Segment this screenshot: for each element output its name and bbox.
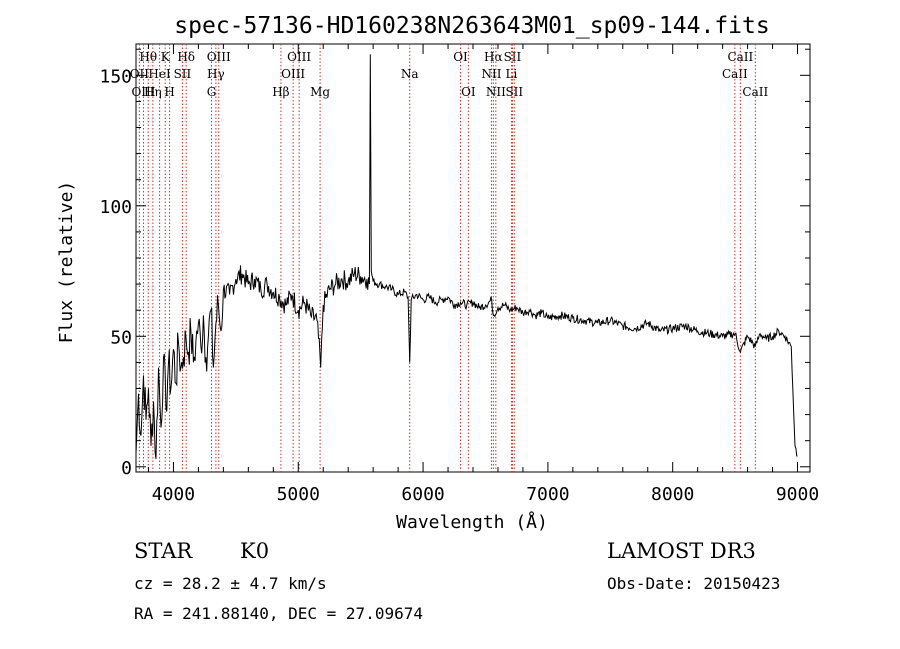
line-marker-label-12: Hβ	[272, 85, 289, 99]
line-marker-label-15: Mg	[310, 85, 330, 99]
obs-date: Obs-Date: 20150423	[607, 574, 781, 593]
line-marker-label-21: NII	[486, 85, 506, 99]
y-tick-label-2: 100	[99, 197, 132, 218]
x-tick-label-0: 4000	[152, 484, 195, 505]
coordinates-text: RA = 241.88140, DEC = 27.09674	[134, 604, 423, 623]
x-axis-label: Wavelength (Å)	[396, 511, 548, 533]
line-marker-label-13: OIII	[281, 67, 305, 81]
x-tick-label-4: 8000	[651, 484, 694, 505]
line-marker-label-3: Hη	[144, 85, 162, 99]
line-marker-label-20: Hα	[484, 50, 503, 64]
line-marker-label-10: G	[207, 85, 217, 99]
line-marker-label-22: Li	[506, 67, 518, 81]
y-tick-label-3: 150	[99, 66, 132, 87]
line-marker-label-8: Hδ	[177, 50, 195, 64]
x-tick-label-2: 6000	[401, 484, 444, 505]
line-marker-label-18: OI	[461, 85, 476, 99]
redshift-text: cz = 28.2 ± 4.7 km/s	[134, 574, 327, 593]
line-marker-label-7: SII	[174, 67, 192, 81]
line-marker-label-0: Hθ	[139, 50, 157, 64]
line-marker-label-23: SII	[504, 50, 522, 64]
line-marker-label-27: CaII	[742, 85, 768, 99]
line-marker-label-4: HeI	[148, 67, 171, 81]
survey-name: LAMOST DR3	[607, 539, 756, 563]
line-marker-label-1: OII	[130, 67, 150, 81]
line-marker-label-14: OIII	[287, 50, 311, 64]
line-marker-label-11: OIII	[207, 50, 231, 64]
y-tick-label-0: 0	[121, 458, 132, 479]
plot-frame	[135, 43, 811, 473]
y-tick-label-1: 50	[110, 327, 132, 348]
x-tick-label-1: 5000	[277, 484, 320, 505]
spectral-subclass: K0	[240, 539, 270, 563]
x-tick-label-3: 7000	[526, 484, 569, 505]
axis-ticks: 4000 5000 6000 7000 8000 9000 0 50 100 150	[99, 44, 819, 505]
line-marker-label-17: OI	[453, 50, 468, 64]
line-marker-label-26: CaII	[727, 50, 753, 64]
line-marker-label-25: CaII	[722, 67, 748, 81]
line-marker-label-19: NII	[481, 67, 501, 81]
line-marker-label-6: H	[164, 85, 174, 99]
line-marker-label-5: K	[161, 50, 171, 64]
line-marker-label-2: OIII	[131, 85, 155, 99]
flux-series-line	[135, 54, 798, 460]
x-tick-label-5: 9000	[776, 484, 819, 505]
chart-title: spec-57136-HD160238N263643M01_sp09-144.f…	[174, 13, 769, 39]
line-markers: HθOIIOIIIHηHeIKHSIIHδHγGOIIIHβOIIIOIIIMg…	[130, 44, 768, 472]
y-axis-label: Flux (relative)	[56, 181, 77, 344]
line-marker-label-16: Na	[401, 67, 419, 81]
line-marker-label-24: SII	[505, 85, 523, 99]
object-class: STAR	[134, 539, 193, 563]
line-marker-label-9: Hγ	[207, 67, 225, 81]
